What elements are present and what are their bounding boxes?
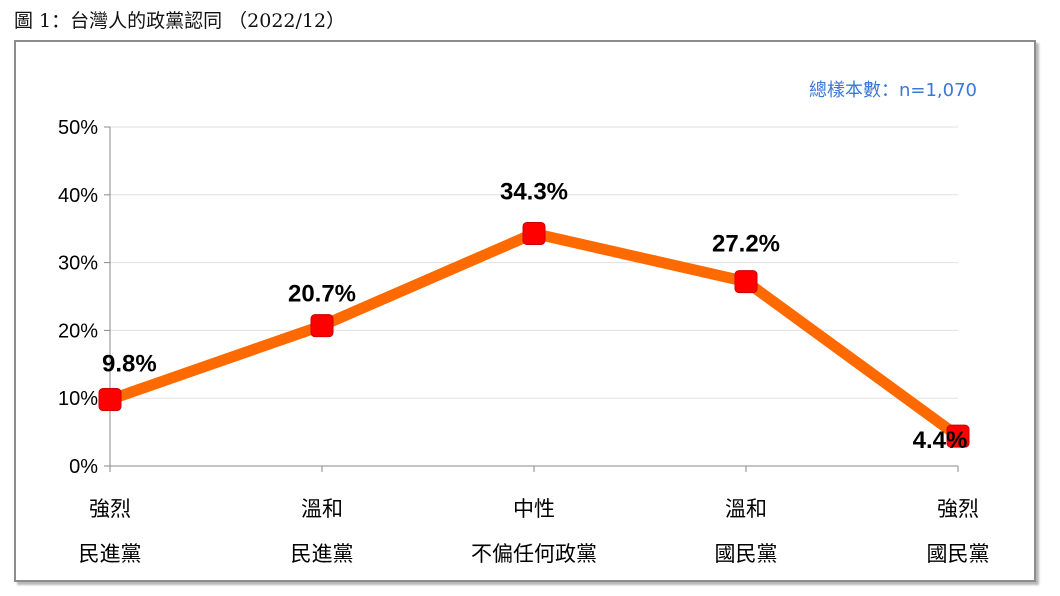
data-label-1: 20.7%: [288, 281, 356, 308]
category-label-0-line-0: 強烈: [89, 497, 131, 521]
category-label-1-line-0: 溫和: [301, 497, 343, 521]
y-tick-label-10: 10%: [58, 388, 98, 410]
data-label-4: 4.4%: [913, 427, 968, 454]
category-label-4-line-1: 國民黨: [927, 542, 990, 566]
series-line: [104, 227, 964, 442]
category-label-1-line-1: 民進黨: [291, 542, 354, 566]
category-label-3-line-0: 溫和: [725, 497, 767, 521]
data-label-0: 9.8%: [102, 351, 157, 378]
chart-frame: 0% 10% 20% 30% 40% 50% 9.8% 20.7% 34.3% 27.2% 4.4…: [14, 40, 1036, 582]
figure-caption: 圖 1：台灣人的政黨認同 （2022/12）: [14, 10, 346, 32]
data-point-0: [98, 388, 122, 412]
data-label-2: 34.3%: [500, 178, 568, 205]
y-tick-labels: 0% 10% 20% 30% 40% 50%: [58, 117, 98, 478]
category-label-2-line-0: 中性: [513, 497, 555, 521]
y-tick-label-40: 40%: [58, 185, 98, 207]
category-label-3-line-1: 國民黨: [715, 542, 778, 566]
y-tick-label-20: 20%: [58, 320, 98, 342]
line-chart: 0% 10% 20% 30% 40% 50% 9.8% 20.7% 34.3% 27.2% 4.4…: [58, 80, 990, 566]
x-ticks: [109, 466, 959, 472]
data-point-3: [734, 270, 758, 294]
data-point-1: [310, 314, 334, 338]
data-point-2: [522, 221, 546, 245]
series-markers: [98, 221, 970, 448]
series-polyline: [104, 227, 964, 442]
sample-size-note: 總樣本數：n=1,070: [809, 80, 977, 101]
category-label-0-line-1: 民進黨: [79, 542, 142, 566]
y-tick-label-0: 0%: [69, 456, 98, 478]
category-label-2-line-1: 不偏任何政黨: [471, 542, 597, 566]
data-point-4: [946, 424, 970, 448]
y-tick-label-30: 30%: [58, 253, 98, 275]
data-label-3: 27.2%: [712, 231, 780, 258]
data-labels: 9.8% 20.7% 34.3% 27.2% 4.4%: [102, 178, 967, 454]
category-label-4-line-0: 強烈: [937, 497, 979, 521]
y-tick-label-50: 50%: [58, 117, 98, 139]
